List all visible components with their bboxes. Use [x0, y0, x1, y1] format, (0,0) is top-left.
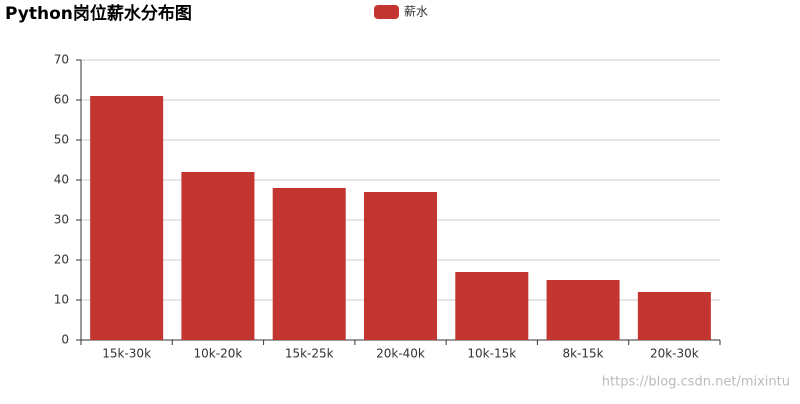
x-tick-label: 15k-30k	[102, 347, 151, 361]
bar	[455, 272, 529, 340]
x-tick-label: 10k-15k	[467, 347, 516, 361]
y-tick-label: 30	[54, 213, 69, 227]
legend-swatch	[374, 5, 399, 19]
y-tick-label: 10	[54, 293, 69, 307]
bar	[637, 292, 711, 340]
y-tick-label: 0	[61, 333, 69, 347]
watermark: https://blog.csdn.net/mixintu	[602, 375, 790, 390]
y-tick-label: 20	[54, 253, 69, 267]
x-tick-label: 20k-40k	[376, 347, 425, 361]
y-tick-label: 40	[54, 173, 69, 187]
y-tick-label: 70	[54, 53, 69, 67]
bar	[363, 192, 438, 340]
bar	[272, 188, 346, 340]
legend-label: 薪水	[404, 5, 428, 19]
x-tick-label: 10k-20k	[194, 347, 243, 361]
bar	[546, 280, 620, 340]
x-tick-label: 20k-30k	[650, 347, 699, 361]
bar	[181, 172, 255, 340]
y-tick-label: 60	[54, 93, 69, 107]
x-tick-label: 8k-15k	[563, 347, 604, 361]
bar	[90, 96, 164, 340]
x-tick-label: 15k-25k	[285, 347, 334, 361]
y-tick-label: 50	[54, 133, 69, 147]
chart-title: Python岗位薪水分布图	[5, 3, 192, 24]
